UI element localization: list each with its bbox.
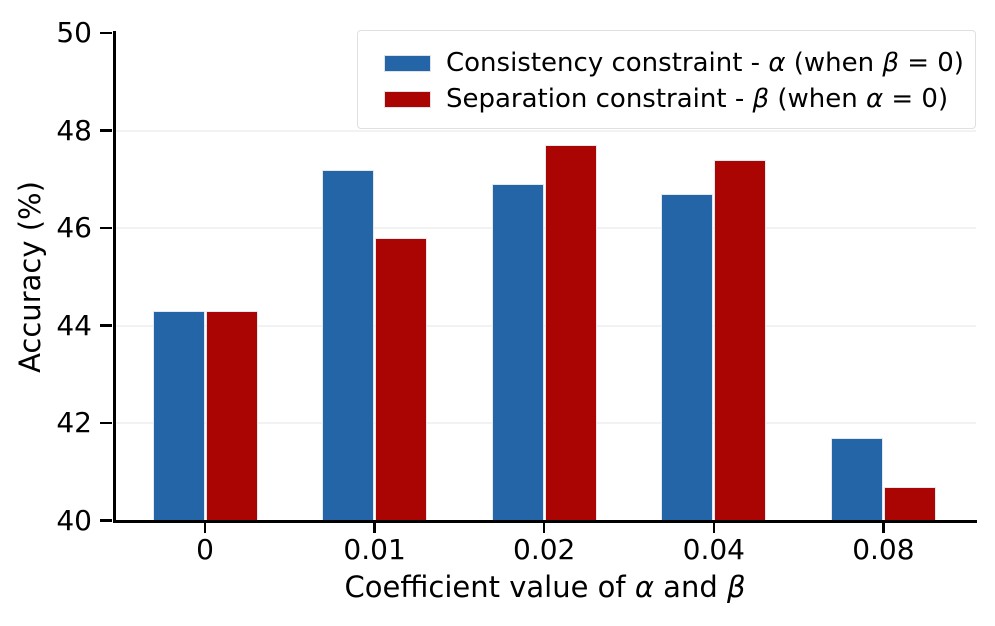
x-axis-tick [542, 521, 546, 533]
x-axis-tick [712, 521, 716, 533]
x-axis-tick [882, 521, 885, 533]
legend: Consistency constraint - α (when β = 0) S… [357, 30, 976, 129]
bar-consistency-0.04 [661, 193, 714, 523]
x-tick-label: 0 [196, 533, 214, 566]
x-axis-title-text: and [653, 570, 727, 604]
x-axis-title-text: Coefficient value of [344, 570, 635, 604]
legend-label-text: Separation constraint - [446, 84, 753, 114]
grid-line [114, 129, 976, 132]
bar-separation-0 [205, 310, 258, 523]
y-axis-tick [100, 421, 112, 425]
y-tick-label: 42 [56, 406, 92, 440]
bar-consistency-0.01 [322, 169, 375, 523]
legend-label-text: = 0) [883, 84, 949, 114]
y-axis-line [112, 31, 116, 522]
bar-separation-0.04 [714, 159, 767, 523]
x-tick-label: 0.08 [852, 533, 915, 566]
x-axis-tick [203, 521, 207, 533]
bar-separation-0.01 [375, 237, 428, 523]
bar-consistency-0.08 [830, 437, 883, 523]
legend-item: Consistency constraint - α (when β = 0) [384, 45, 975, 81]
y-axis-tick [100, 31, 112, 35]
y-axis-tick [100, 129, 112, 132]
bar-separation-0.08 [883, 486, 936, 523]
y-axis-tick [100, 226, 112, 230]
x-tick-label: 0.01 [343, 533, 406, 566]
legend-label-text: Consistency constraint - [446, 48, 769, 78]
math-symbol: β [882, 48, 899, 78]
y-tick-label: 46 [56, 211, 92, 245]
y-axis-tick [100, 519, 112, 522]
legend-label-text: (when [769, 84, 866, 114]
y-axis-tick [100, 324, 112, 327]
x-tick-label: 0.04 [682, 533, 745, 566]
bar-consistency-0 [152, 310, 205, 523]
y-tick-label: 44 [56, 308, 92, 342]
legend-label-text: (when [785, 48, 883, 78]
math-symbol: β [726, 570, 746, 604]
y-tick-label: 48 [56, 113, 92, 147]
y-tick-label: 40 [56, 503, 92, 537]
x-axis-tick [373, 521, 376, 533]
math-symbol: α [768, 48, 786, 78]
x-tick-label: 0.02 [513, 533, 576, 566]
y-tick-label: 50 [56, 16, 92, 49]
math-symbol: α [634, 570, 654, 604]
legend-swatch [384, 90, 431, 108]
legend-label-text: = 0) [898, 48, 964, 78]
legend-label: Consistency constraint - α (when β = 0) [446, 45, 964, 81]
legend-label: Separation constraint - β (when α = 0) [446, 81, 948, 117]
legend-swatch [384, 54, 431, 72]
y-axis-title: Accuracy (%) [13, 181, 47, 373]
x-axis-title: Coefficient value of α and β [114, 570, 976, 604]
math-symbol: α [865, 84, 884, 114]
bar-consistency-0.02 [491, 184, 544, 523]
bar-separation-0.02 [544, 145, 597, 523]
legend-item: Separation constraint - β (when α = 0) [384, 81, 975, 117]
math-symbol: β [752, 84, 770, 114]
